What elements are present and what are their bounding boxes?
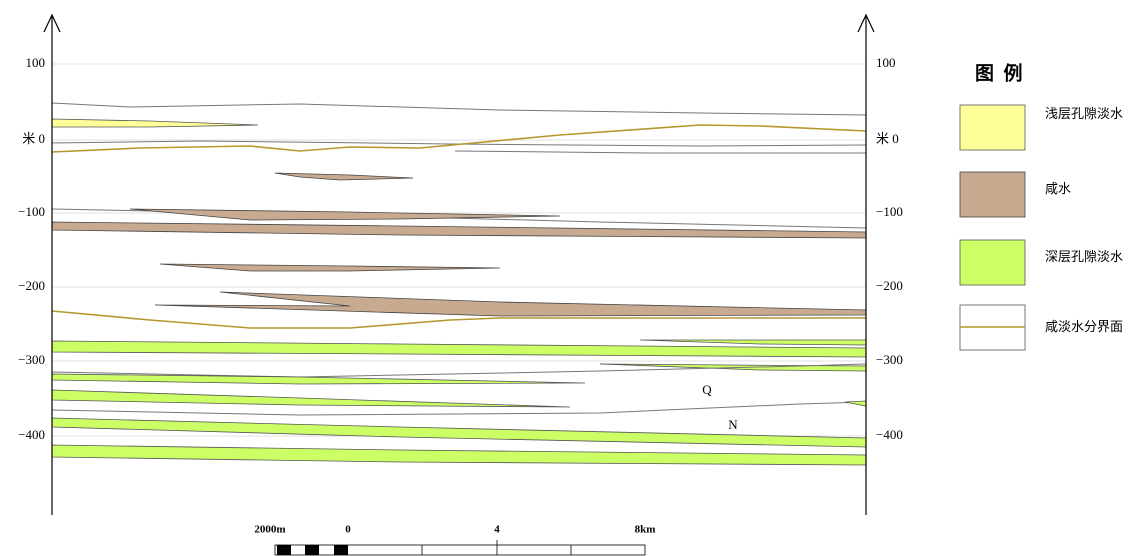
scale-label: 8km — [635, 524, 656, 536]
legend-label: 咸淡水分界面 — [1045, 319, 1123, 334]
tick-label: −200 — [876, 278, 903, 293]
tick-label: 100 — [876, 55, 896, 70]
tick-label: 米 0 — [22, 131, 45, 146]
left-ticks: 100 米 0 −100 −200 −300 −400 — [18, 55, 45, 442]
tick-label: −200 — [18, 278, 45, 293]
tick-label: −300 — [876, 352, 903, 367]
legend-label: 咸水 — [1045, 181, 1071, 196]
tick-label: −100 — [18, 204, 45, 219]
scale-label: 4 — [494, 524, 500, 536]
axes — [43, 13, 875, 515]
legend-label: 深层孔隙淡水 — [1045, 249, 1123, 264]
scale-label: 0 — [345, 524, 351, 536]
unit-label: Q — [702, 382, 712, 397]
tick-label: 米 0 — [876, 131, 899, 146]
layers — [51, 102, 867, 466]
tick-label: −100 — [876, 204, 903, 219]
legend: 图 例 浅层孔隙淡水 咸水 深层孔隙淡水 咸淡水分界面 — [959, 61, 1123, 351]
legend-label: 浅层孔隙淡水 — [1045, 106, 1123, 121]
unit-label: N — [728, 417, 738, 432]
tick-label: 100 — [26, 55, 46, 70]
right-ticks: 100 米 0 −100 −200 −300 −400 — [876, 55, 903, 442]
tick-label: −400 — [876, 427, 903, 442]
legend-title: 图 例 — [975, 61, 1023, 84]
scale-label: 2000m — [254, 524, 285, 536]
tick-label: −300 — [18, 352, 45, 367]
scale-bar: 2000m 0 4 8km — [254, 524, 656, 556]
tick-label: −400 — [18, 427, 45, 442]
